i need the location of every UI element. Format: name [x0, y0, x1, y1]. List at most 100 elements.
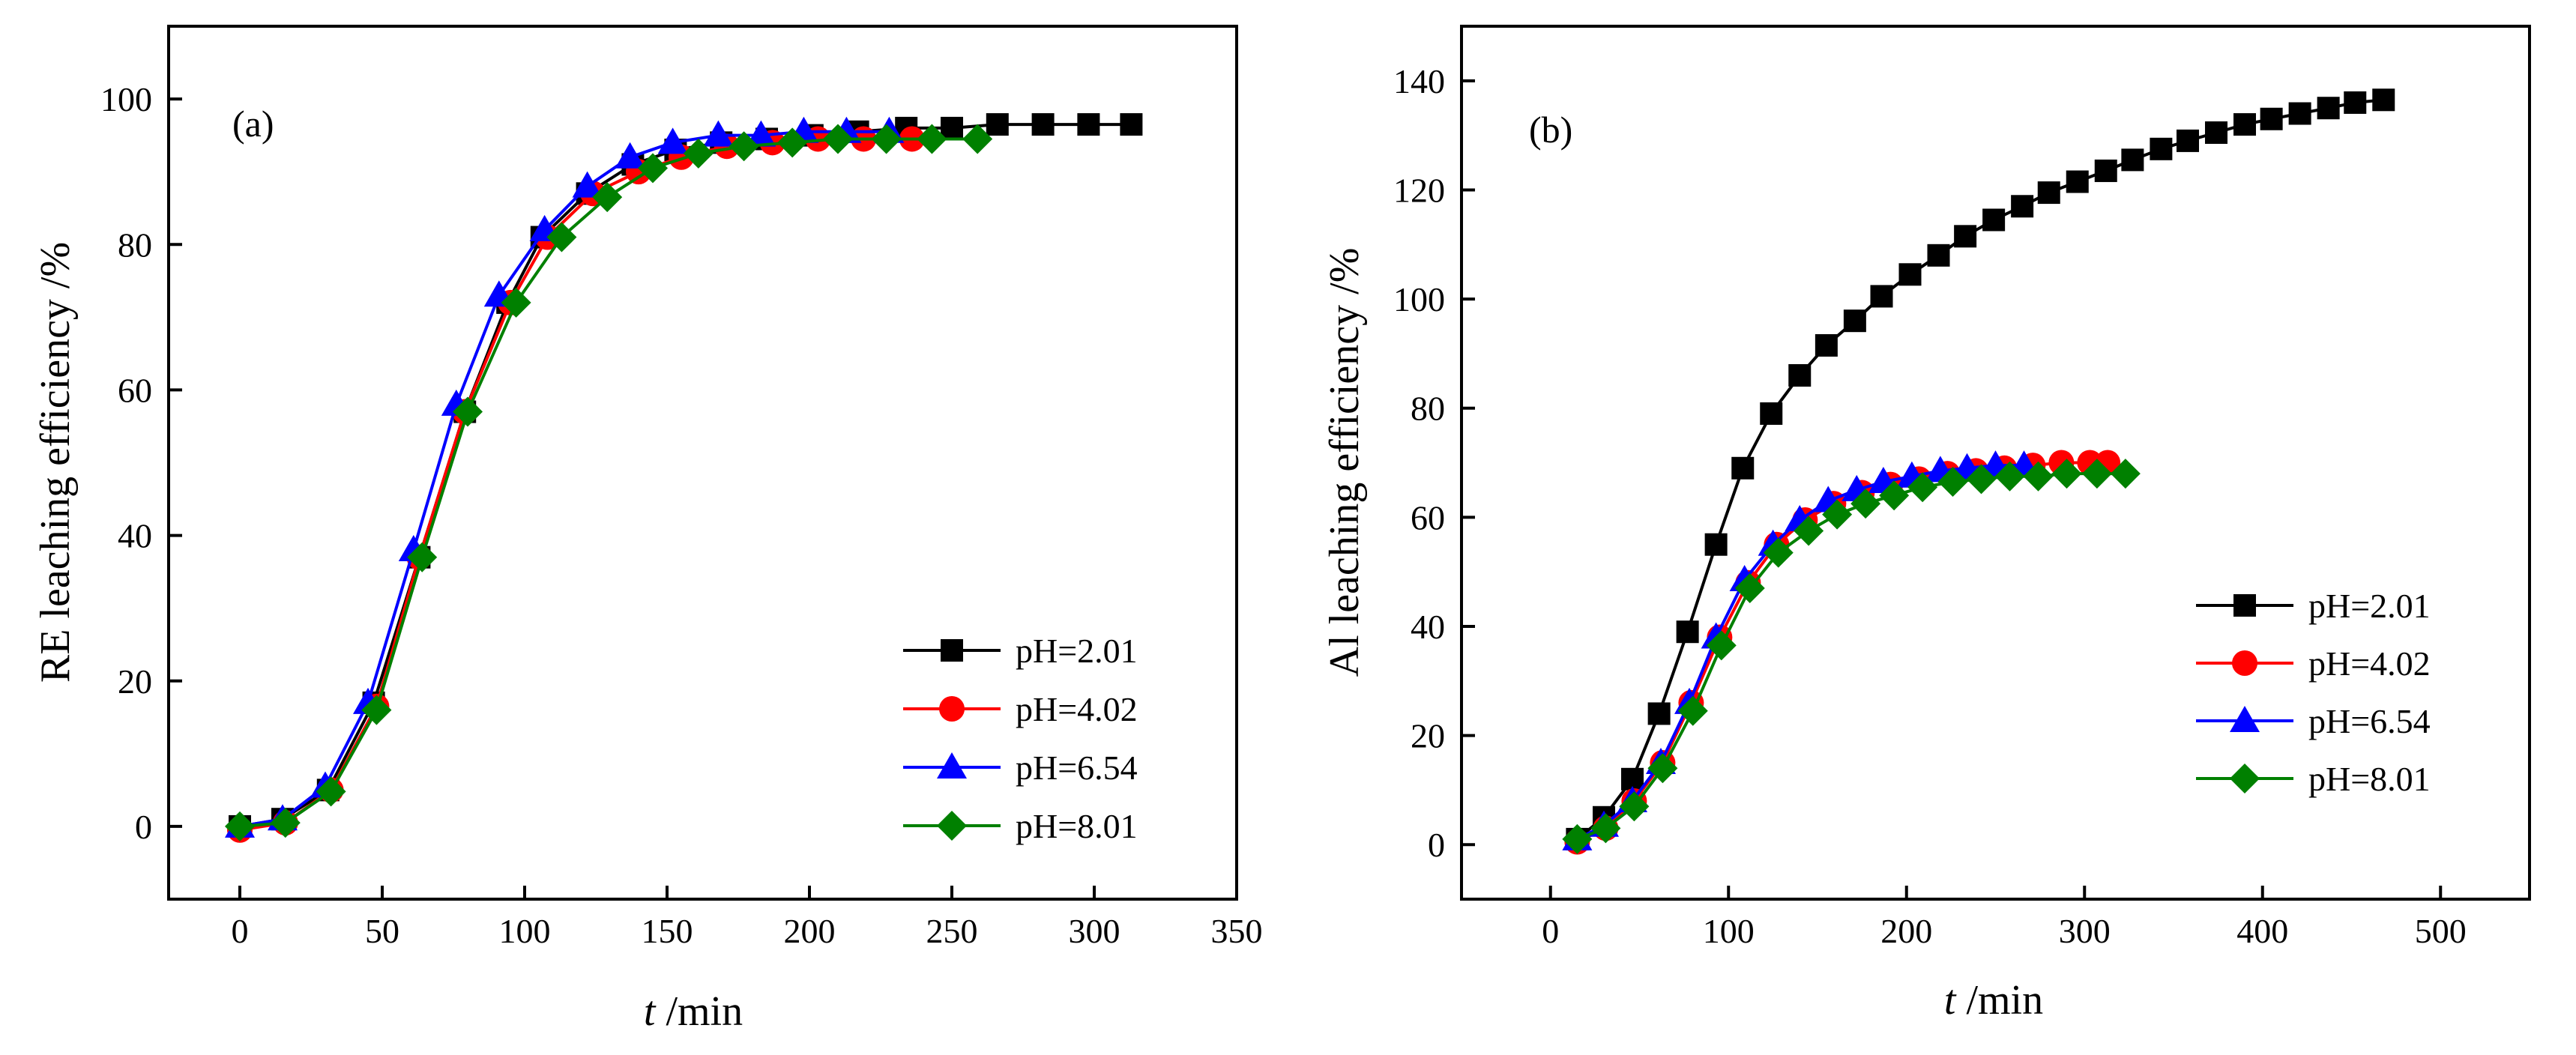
- data-point-ph-2-01: [1898, 263, 1922, 286]
- data-point-ph-8-01: [729, 131, 759, 162]
- data-point-ph-2-01: [2260, 107, 2283, 130]
- x-axis-title-a-unit: /min: [655, 988, 743, 1035]
- data-point-ph-8-01: [316, 776, 346, 807]
- data-point-ph-2-01: [1870, 285, 1893, 308]
- data-point-ph-2-01: [1843, 309, 1866, 333]
- data-point-ph-2-01: [941, 116, 963, 139]
- data-point-ph-8-01: [823, 124, 853, 154]
- x-tick-label: 350: [1211, 912, 1263, 950]
- legend-item-ph-6-54: pH=6.54: [903, 749, 1138, 787]
- series-ph-8-01: [1562, 459, 2141, 854]
- y-tick-label: 80: [118, 226, 152, 264]
- legend-item-ph-4-02: pH=4.02: [903, 690, 1138, 728]
- x-axis-b: 0 100 200 300 400 500: [1542, 886, 2467, 950]
- data-point-ph-2-01: [1760, 402, 1783, 425]
- data-point-ph-2-01: [1815, 333, 1838, 357]
- data-point-ph-8-01: [1907, 472, 1938, 503]
- data-point-ph-2-01: [1077, 113, 1100, 136]
- x-tick-label: 0: [232, 912, 249, 950]
- legend-a: pH=2.01 pH=4.02 pH=6.54 pH=8.01: [903, 632, 1138, 845]
- y-tick-label: 20: [118, 662, 152, 701]
- legend-label: pH=2.01: [1016, 632, 1138, 670]
- data-point-ph-2-01: [2372, 88, 2395, 112]
- data-point-ph-8-01: [501, 287, 531, 318]
- data-point-ph-8-01: [777, 127, 808, 158]
- legend-marker-ph-4-02: [2232, 650, 2257, 676]
- y-axis-title-b: Al leaching efficiency /%: [1321, 248, 1368, 677]
- data-point-ph-8-01: [1994, 461, 2025, 492]
- data-point-ph-2-01: [1120, 113, 1143, 136]
- data-point-ph-2-01: [2094, 159, 2117, 182]
- legend-marker-ph-2-01: [941, 639, 963, 662]
- y-tick-label: 40: [118, 517, 152, 555]
- x-tick-label: 200: [784, 912, 836, 950]
- x-tick-label: 100: [1703, 912, 1755, 950]
- x-tick-label: 500: [2415, 912, 2467, 950]
- data-point-ph-2-01: [1704, 533, 1728, 556]
- x-axis-title-b-italic: t: [1944, 977, 1957, 1024]
- data-point-ph-2-01: [2205, 121, 2227, 144]
- data-point-ph-2-01: [1031, 113, 1055, 136]
- x-axis-title-b-unit: /min: [1955, 977, 2043, 1024]
- data-point-ph-8-01: [683, 138, 714, 169]
- legend-marker-ph-8-01: [937, 811, 967, 841]
- y-tick-label: 100: [1393, 280, 1445, 318]
- data-point-ph-2-01: [2121, 148, 2144, 172]
- data-point-ph-8-01: [917, 124, 947, 154]
- series-group-b: [1562, 88, 2395, 855]
- data-point-ph-2-01: [2317, 97, 2340, 120]
- data-point-ph-8-01: [2081, 459, 2112, 489]
- data-point-ph-6-54: [657, 127, 688, 154]
- data-point-ph-8-01: [1966, 464, 1997, 495]
- data-point-ph-8-01: [225, 811, 255, 841]
- data-point-ph-2-01: [2233, 113, 2256, 136]
- data-point-ph-6-54: [746, 120, 776, 147]
- y-tick-label: 80: [1411, 390, 1445, 428]
- y-tick-label: 0: [1428, 826, 1445, 864]
- data-point-ph-2-01: [1647, 702, 1671, 725]
- data-point-ph-2-01: [1954, 225, 1977, 248]
- data-point-ph-8-01: [1590, 813, 1621, 844]
- x-tick-label: 0: [1542, 912, 1559, 950]
- legend-b: pH=2.01 pH=4.02 pH=6.54 pH=8.01: [2196, 587, 2431, 798]
- data-point-ph-6-54: [572, 171, 603, 198]
- data-point-ph-8-01: [1879, 480, 1910, 511]
- data-point-ph-8-01: [2051, 459, 2082, 489]
- data-point-ph-8-01: [361, 695, 392, 725]
- y-tick-label: 100: [100, 80, 152, 118]
- data-point-ph-2-01: [1788, 364, 1812, 387]
- data-point-ph-2-01: [1731, 456, 1755, 480]
- y-tick-label: 60: [1411, 498, 1445, 536]
- data-point-ph-8-01: [407, 542, 438, 572]
- data-point-ph-8-01: [638, 153, 668, 184]
- data-point-ph-8-01: [1794, 516, 1824, 546]
- y-tick-label: 60: [118, 371, 152, 409]
- data-point-ph-8-01: [1850, 489, 1881, 519]
- x-tick-label: 400: [2236, 912, 2288, 950]
- x-tick-label: 150: [642, 912, 693, 950]
- data-point-ph-6-54: [703, 120, 734, 147]
- y-tick-label: 40: [1411, 608, 1445, 646]
- legend-item-ph-8-01: pH=8.01: [2196, 760, 2431, 798]
- legend-label: pH=4.02: [1016, 690, 1138, 728]
- series-ph-8-01: [225, 124, 993, 841]
- legend-marker-ph-8-01: [2230, 764, 2260, 793]
- data-point-ph-8-01: [592, 182, 623, 213]
- data-point-ph-8-01: [270, 808, 301, 838]
- legend-item-ph-4-02: pH=4.02: [2196, 644, 2431, 683]
- data-point-ph-8-01: [453, 396, 483, 427]
- data-point-ph-8-01: [1619, 791, 1650, 822]
- legend-item-ph-6-54: pH=6.54: [2196, 702, 2431, 740]
- data-point-ph-2-01: [2066, 170, 2089, 193]
- x-axis-title-a: t /min: [644, 988, 743, 1035]
- panel-label-b: (b): [1529, 109, 1572, 151]
- x-tick-label: 50: [365, 912, 399, 950]
- legend-item-ph-2-01: pH=2.01: [2196, 587, 2431, 625]
- x-tick-label: 250: [926, 912, 978, 950]
- data-point-ph-2-01: [986, 113, 1009, 136]
- x-axis-title-a-italic: t: [644, 988, 657, 1035]
- data-point-ph-2-01: [2150, 137, 2173, 160]
- legend-marker-ph-4-02: [939, 696, 965, 722]
- data-point-ph-6-54: [615, 142, 645, 169]
